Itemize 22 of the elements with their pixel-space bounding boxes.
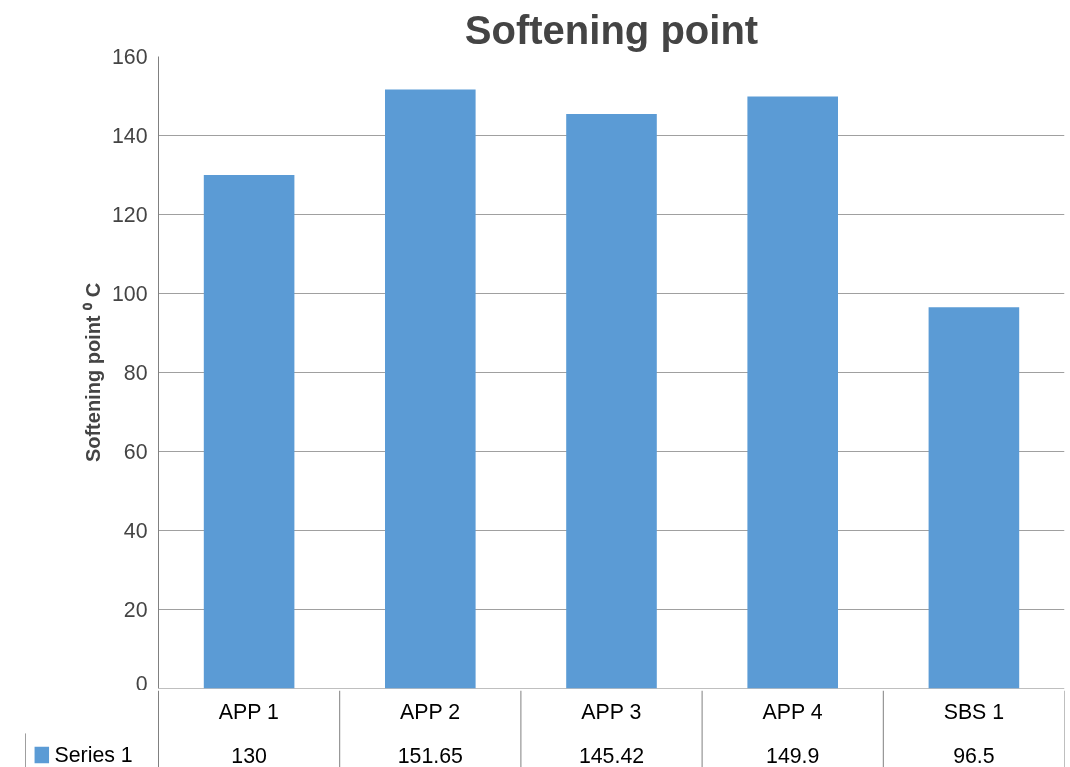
y-tick-label: 40 <box>123 519 148 543</box>
x-tick-label: APP 4 <box>762 700 823 724</box>
chart-title: Softening point <box>464 7 759 52</box>
legend-label: Series 1 <box>54 743 133 767</box>
y-tick-label: 120 <box>111 203 148 227</box>
x-tick-label: APP 2 <box>400 700 461 724</box>
y-axis-title: Softening point ⁰ C <box>81 282 104 463</box>
x-tick-label: APP 1 <box>218 700 279 724</box>
data-label: 151.65 <box>397 743 463 767</box>
y-tick-label: 140 <box>111 124 148 148</box>
data-label: 149.9 <box>766 743 820 767</box>
data-label: 145.42 <box>578 743 645 767</box>
y-tick-label: 60 <box>123 440 148 464</box>
y-tick-label: 100 <box>111 282 148 306</box>
data-label: 96.5 <box>953 743 995 767</box>
y-tick-label: 20 <box>123 598 148 622</box>
y-tick-label: 80 <box>123 361 148 385</box>
y-tick-label: 160 <box>111 45 148 69</box>
data-label: 130 <box>231 743 268 767</box>
x-tick-label: APP 3 <box>581 700 642 724</box>
x-tick-label: SBS 1 <box>943 700 1005 724</box>
y-tick-label: 0 <box>135 671 148 696</box>
